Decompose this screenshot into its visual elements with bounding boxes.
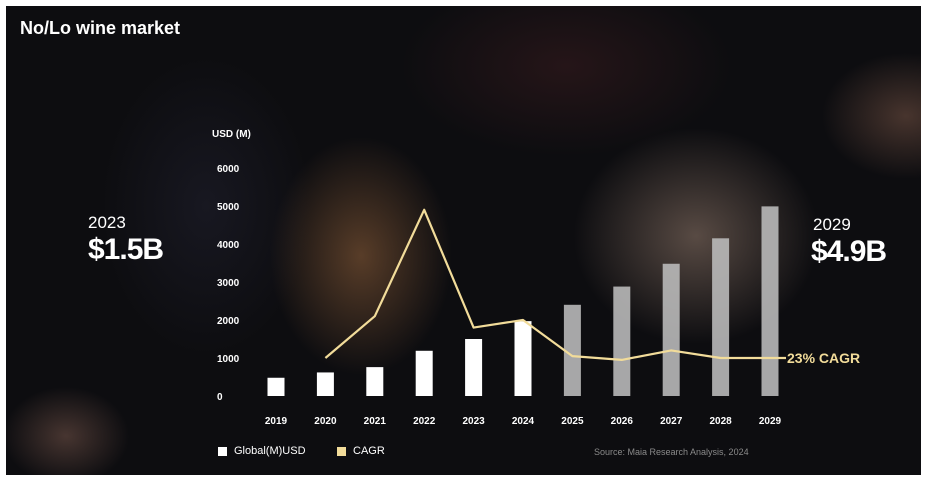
cagr-line: [324, 208, 786, 361]
legend-swatch-cagr: [337, 446, 346, 456]
bar-2027: [662, 263, 680, 396]
y-axis-label: USD (M): [212, 129, 251, 140]
market-chart: USD (M) 0 1000 2000 3000 4000 5000 6000 2019 2020…: [212, 129, 860, 427]
x-tick-label-2020: 2020: [314, 416, 337, 427]
x-tick-label-2024: 2024: [512, 416, 535, 427]
page-title: No/Lo wine market: [20, 18, 181, 38]
x-tick-label-2022: 2022: [413, 416, 436, 427]
y-tick-label: 5000: [217, 202, 240, 213]
bar-2021: [366, 367, 384, 396]
start-year-label: 2023: [88, 213, 126, 232]
start-value-label: $1.5B: [88, 233, 164, 266]
legend-swatch-global: [218, 446, 227, 456]
end-year-label: 2029: [813, 215, 851, 234]
y-tick-label: 0: [217, 392, 223, 403]
legend-item-global: Global(M)USD: [218, 445, 306, 457]
bar-2024: [514, 321, 532, 396]
bar-2019: [267, 377, 285, 396]
y-tick-label: 6000: [217, 164, 240, 175]
source-note: Source: Maia Research Analysis, 2024: [594, 447, 749, 457]
y-tick-label: 1000: [217, 354, 240, 365]
cagr-annotation: 23% CAGR: [787, 350, 860, 366]
bar-2020: [316, 372, 334, 396]
end-value-label: $4.9B: [811, 235, 887, 268]
x-tick-label-2028: 2028: [709, 416, 732, 427]
x-tick-label-2026: 2026: [611, 416, 634, 427]
bar-2029: [761, 206, 779, 396]
x-tick-label-2027: 2027: [660, 416, 683, 427]
legend-label-global: Global(M)USD: [234, 445, 306, 457]
y-tick-label: 4000: [217, 240, 240, 251]
y-tick-label: 3000: [217, 278, 240, 289]
legend-item-cagr: CAGR: [337, 445, 385, 457]
x-tick-label-2023: 2023: [462, 416, 485, 427]
chart-panel: No/Lo wine market 2023 $1.5B 2029 $4.9B …: [6, 6, 921, 475]
legend-label-cagr: CAGR: [353, 445, 385, 457]
x-tick-label-2021: 2021: [364, 416, 387, 427]
y-tick-label: 2000: [217, 316, 240, 327]
x-tick-label-2025: 2025: [561, 416, 584, 427]
bar-2026: [613, 286, 631, 396]
bar-2022: [415, 350, 433, 396]
bar-2023: [465, 339, 483, 396]
x-tick-label-2029: 2029: [759, 416, 782, 427]
bar-2025: [563, 304, 581, 396]
x-tick-label-2019: 2019: [265, 416, 288, 427]
bar-2028: [712, 238, 730, 396]
